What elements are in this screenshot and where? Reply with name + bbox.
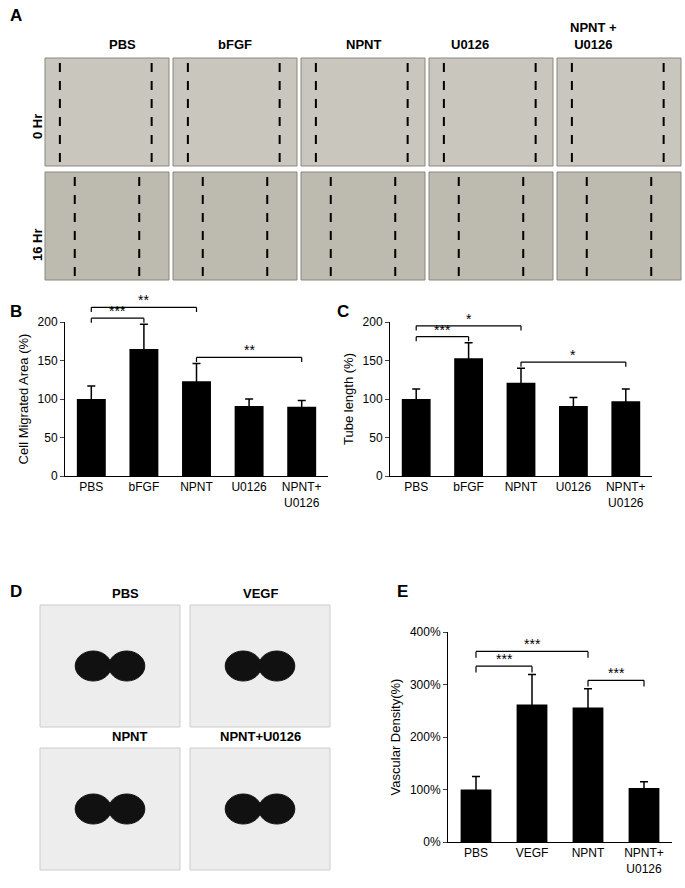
svg-text:PBS: PBS xyxy=(79,480,103,494)
svg-text:bFGF: bFGF xyxy=(218,37,252,52)
svg-text:*: * xyxy=(466,311,472,327)
svg-text:PBS: PBS xyxy=(112,586,139,601)
svg-text:NPNT +U0126: NPNT +U0126 xyxy=(570,20,617,52)
svg-text:**: ** xyxy=(138,292,149,308)
svg-text:Cell Migrated Area (%): Cell Migrated Area (%) xyxy=(16,334,31,465)
svg-text:U0126: U0126 xyxy=(556,480,592,494)
svg-text:100: 100 xyxy=(363,392,383,406)
svg-text:NPNT: NPNT xyxy=(346,37,381,52)
svg-text:PBS: PBS xyxy=(464,846,488,860)
svg-text:0%: 0% xyxy=(423,835,441,849)
svg-text:50: 50 xyxy=(369,431,383,445)
svg-text:VEGF: VEGF xyxy=(243,586,278,601)
svg-text:B: B xyxy=(10,302,22,321)
svg-text:***: *** xyxy=(434,322,451,338)
svg-text:16 Hr: 16 Hr xyxy=(30,228,45,261)
svg-text:bFGF: bFGF xyxy=(129,480,160,494)
svg-text:200: 200 xyxy=(363,315,383,329)
svg-text:PBS: PBS xyxy=(404,480,428,494)
svg-text:NPNT: NPNT xyxy=(112,729,147,744)
svg-text:0 Hr: 0 Hr xyxy=(30,114,45,139)
svg-text:**: ** xyxy=(244,342,255,358)
svg-text:NPNT+U0126: NPNT+U0126 xyxy=(624,846,664,876)
svg-text:Vascular Density(%): Vascular Density(%) xyxy=(388,679,403,796)
svg-text:***: *** xyxy=(524,636,541,652)
svg-text:E: E xyxy=(397,582,408,601)
svg-text:***: *** xyxy=(496,651,513,667)
svg-text:***: *** xyxy=(109,303,126,319)
svg-text:100%: 100% xyxy=(410,783,441,797)
svg-text:150: 150 xyxy=(38,354,58,368)
svg-text:PBS: PBS xyxy=(109,37,136,52)
svg-text:*: * xyxy=(570,347,576,363)
svg-text:400%: 400% xyxy=(410,625,441,639)
svg-text:NPNT: NPNT xyxy=(572,846,605,860)
svg-text:bFGF: bFGF xyxy=(453,480,484,494)
svg-text:NPNT+U0126: NPNT+U0126 xyxy=(220,729,301,744)
svg-text:***: *** xyxy=(608,665,625,681)
svg-text:U0126: U0126 xyxy=(231,480,267,494)
svg-text:200: 200 xyxy=(38,315,58,329)
svg-text:VEGF: VEGF xyxy=(516,846,549,860)
svg-text:200%: 200% xyxy=(410,730,441,744)
svg-text:NPNT: NPNT xyxy=(180,480,213,494)
svg-text:NPNT: NPNT xyxy=(505,480,538,494)
svg-text:150: 150 xyxy=(363,354,383,368)
svg-text:NPNT+U0126: NPNT+U0126 xyxy=(282,480,322,510)
svg-text:C: C xyxy=(337,302,349,321)
svg-text:0: 0 xyxy=(376,469,383,483)
svg-text:NPNT+U0126: NPNT+U0126 xyxy=(606,480,646,510)
svg-text:Tube length (%): Tube length (%) xyxy=(341,353,356,445)
svg-text:50: 50 xyxy=(44,431,58,445)
svg-text:300%: 300% xyxy=(410,678,441,692)
svg-text:A: A xyxy=(10,6,22,25)
svg-text:U0126: U0126 xyxy=(451,37,489,52)
svg-text:D: D xyxy=(10,582,22,601)
svg-text:0: 0 xyxy=(51,469,58,483)
svg-text:100: 100 xyxy=(38,392,58,406)
